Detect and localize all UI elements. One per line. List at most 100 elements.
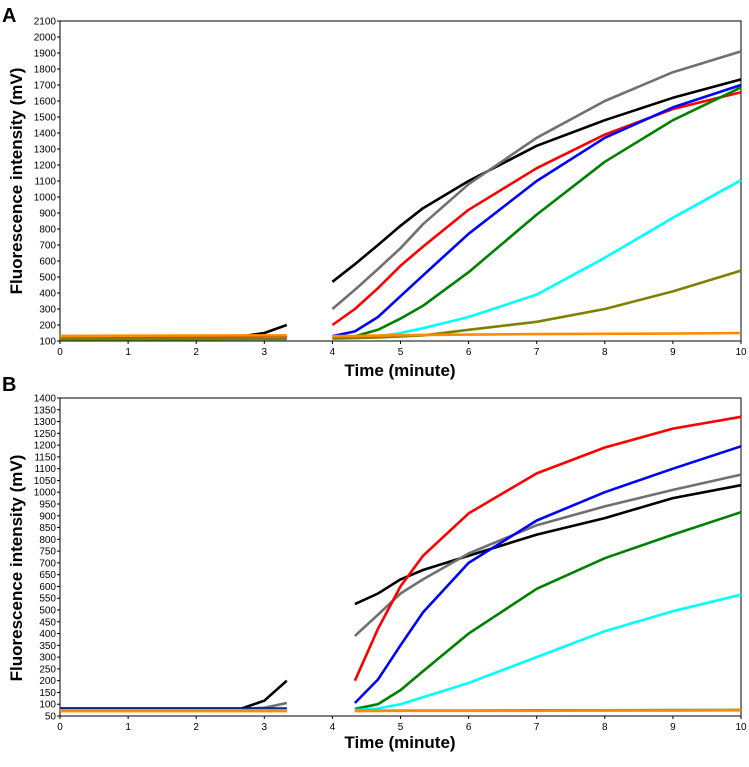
panel-b-plot-frame xyxy=(59,397,742,717)
panel-b-y-tick-label: 1050 xyxy=(34,476,57,487)
panel-a-x-tick-label: 3 xyxy=(262,347,268,358)
panel-b-series-blue-segment-2 xyxy=(353,445,742,704)
panel-b-y-tick-label: 1250 xyxy=(34,429,57,440)
panel-b-y-tick-label: 950 xyxy=(39,500,56,511)
panel-a-y-tick-label: 800 xyxy=(39,225,56,236)
panel-b-y-tick-label: 700 xyxy=(39,558,56,569)
panel-a-y-tick-label: 1900 xyxy=(34,49,57,60)
panel-a-x-tick-label: 7 xyxy=(534,347,540,358)
panel-b-y-tick-label: 1200 xyxy=(34,441,57,452)
panel-b-y-tick-label: 200 xyxy=(39,676,56,687)
panel-b-x-tick-label: 2 xyxy=(193,722,199,733)
panel-b-series-red-segment-2 xyxy=(353,415,742,682)
panel-a-y-tick-label: 100 xyxy=(39,337,56,348)
panel-b-x-tick-label: 1 xyxy=(125,722,131,733)
panel-b-y-tick-label: 850 xyxy=(39,523,56,534)
panel-b-x-tick-label: 6 xyxy=(466,722,472,733)
panel-a-y-tick-label: 2000 xyxy=(34,33,57,44)
panel-b-x-tick-label: 8 xyxy=(602,722,608,733)
panel-b-y-tick-label: 50 xyxy=(45,712,57,723)
panel-b-x-axis-label: Time (minute) xyxy=(344,733,455,752)
panel-a-y-tick-label: 1500 xyxy=(34,113,57,124)
panel-a-series-blue-segment-2 xyxy=(332,83,742,338)
panel-b-y-tick-label: 250 xyxy=(39,664,56,675)
panel-a-x-tick-label: 5 xyxy=(398,347,404,358)
panel-a-y-tick-label: 700 xyxy=(39,241,56,252)
panel-b-y-tick-label: 1350 xyxy=(34,405,57,416)
panel-b-series-gray-segment-2 xyxy=(354,473,742,637)
panel-a-x-tick-label: 0 xyxy=(57,347,63,358)
panel-a-series-green-segment-2 xyxy=(332,86,742,340)
panel-b-label: B xyxy=(2,374,16,396)
panel-b-x-tick-label: 4 xyxy=(330,722,336,733)
panel-a-series-olive-segment-2 xyxy=(332,269,742,340)
panel-b-y-tick-label: 800 xyxy=(39,535,56,546)
panel-a-y-tick-label: 1100 xyxy=(34,177,56,188)
panel-a-series xyxy=(59,50,742,341)
panel-b: B Fluorescence intensity (mV) Time (minu… xyxy=(2,374,747,752)
panel-a-y-tick-label: 1300 xyxy=(34,145,57,156)
panel-b-series-cyan-segment-2 xyxy=(354,593,742,712)
panel-b-x-tick-label: 3 xyxy=(262,722,268,733)
panel-b-x-tick-label: 0 xyxy=(57,722,63,733)
panel-a-y-tick-label: 500 xyxy=(39,273,56,284)
panel-b-x-tick-label: 5 xyxy=(398,722,404,733)
panel-b-y-tick-label: 350 xyxy=(39,641,56,652)
panel-b-y-tick-label: 750 xyxy=(39,547,56,558)
panel-a-y-tick-label: 300 xyxy=(39,305,56,316)
panel-a-y-tick-label: 2100 xyxy=(34,17,57,28)
panel-b-y-tick-label: 600 xyxy=(39,582,56,593)
panel-b-y-tick-label: 300 xyxy=(39,653,56,664)
panel-a-series-orange-segment-2 xyxy=(332,331,742,338)
panel-a-y-tick-label: 1800 xyxy=(34,65,57,76)
panel-a-series-gray-segment-2 xyxy=(331,50,742,310)
panel-a: A Fluorescence intensity (mV) Time (minu… xyxy=(2,5,747,380)
panel-b-y-axis-label: Fluorescence intensity (mV) xyxy=(7,455,26,682)
panel-b-y-tick-label: 1150 xyxy=(34,452,56,463)
panel-b-y-tick-label: 1000 xyxy=(34,488,57,499)
panel-b-y-tick-label: 1100 xyxy=(34,464,56,475)
panel-a-plot-frame xyxy=(59,20,742,342)
panel-b-series xyxy=(60,415,742,713)
panel-a-ticks: 1002003004005006007008009001000110012001… xyxy=(34,17,747,359)
panel-a-y-tick-label: 1400 xyxy=(34,129,57,140)
panel-a-y-tick-label: 200 xyxy=(39,321,56,332)
panel-a-x-tick-label: 6 xyxy=(466,347,472,358)
panel-b-y-tick-label: 1400 xyxy=(34,394,57,405)
panel-b-series-green-segment-2 xyxy=(354,510,742,711)
panel-a-y-tick-label: 1700 xyxy=(34,81,57,92)
panel-a-x-tick-label: 1 xyxy=(125,347,131,358)
panel-a-x-tick-label: 9 xyxy=(670,347,676,358)
panel-a-y-tick-label: 1000 xyxy=(34,193,57,204)
panel-b-x-tick-label: 9 xyxy=(670,722,676,733)
panel-a-x-tick-label: 8 xyxy=(602,347,608,358)
panel-a-x-tick-label: 10 xyxy=(735,347,747,358)
panel-a-series-orange-segment-1 xyxy=(59,334,287,338)
panel-a-y-tick-label: 600 xyxy=(39,257,56,268)
panel-a-y-tick-label: 400 xyxy=(39,289,56,300)
panel-b-series-black-segment-2 xyxy=(354,483,742,606)
panel-a-series-black-segment-2 xyxy=(331,78,742,283)
panel-b-y-tick-label: 550 xyxy=(39,594,56,605)
panel-b-y-tick-label: 400 xyxy=(39,629,56,640)
panel-b-series-orange-segment-2 xyxy=(354,709,742,713)
panel-b-y-tick-label: 1300 xyxy=(34,417,57,428)
panel-b-y-tick-label: 500 xyxy=(39,606,56,617)
panel-b-x-tick-label: 7 xyxy=(534,722,540,733)
panel-a-y-axis-label: Fluorescence intensity (mV) xyxy=(7,68,26,295)
panel-b-ticks: 5010015020025030035040045050055060065070… xyxy=(34,394,747,734)
panel-b-y-tick-label: 650 xyxy=(39,570,56,581)
panel-a-x-tick-label: 4 xyxy=(330,347,336,358)
panel-b-y-tick-label: 450 xyxy=(39,617,56,628)
panel-a-x-tick-label: 2 xyxy=(193,347,199,358)
panel-b-y-tick-label: 150 xyxy=(39,688,56,699)
panel-a-label: A xyxy=(2,5,16,27)
panel-a-y-tick-label: 900 xyxy=(39,209,56,220)
panel-a-y-tick-label: 1200 xyxy=(34,161,57,172)
panel-b-x-tick-label: 10 xyxy=(735,722,747,733)
panel-b-y-tick-label: 900 xyxy=(39,511,56,522)
panel-a-y-tick-label: 1600 xyxy=(34,97,57,108)
panel-a-x-axis-label: Time (minute) xyxy=(344,361,455,380)
panel-b-y-tick-label: 100 xyxy=(39,700,56,711)
